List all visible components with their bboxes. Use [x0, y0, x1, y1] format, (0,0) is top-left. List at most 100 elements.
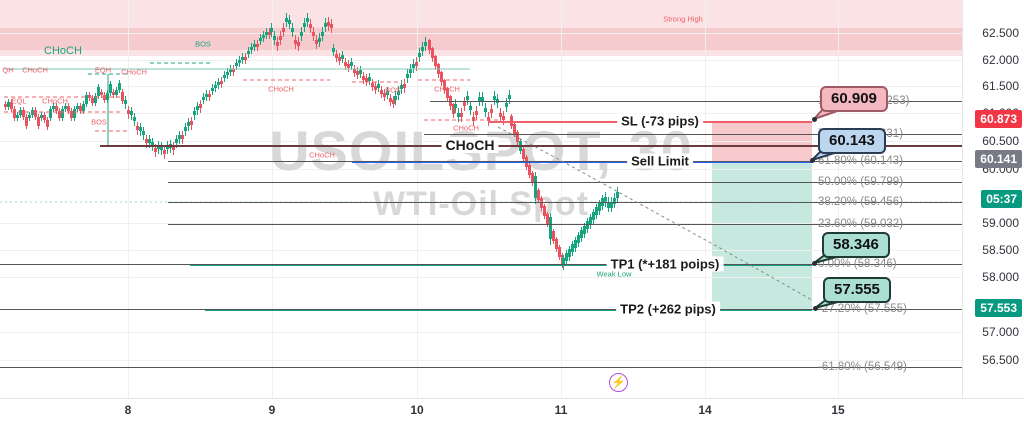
candle-body[interactable] — [64, 106, 67, 109]
candle-body[interactable] — [487, 116, 490, 121]
candle-body[interactable] — [347, 64, 350, 68]
candle-body[interactable] — [214, 84, 217, 88]
candle-body[interactable] — [493, 95, 496, 100]
candle-body[interactable] — [43, 115, 46, 120]
candle-body[interactable] — [232, 69, 235, 72]
candle-body[interactable] — [309, 24, 312, 29]
candle-body[interactable] — [154, 147, 157, 152]
candle-body[interactable] — [443, 80, 446, 90]
candle-body[interactable] — [91, 98, 94, 103]
candle-body[interactable] — [282, 27, 285, 32]
candle-body[interactable] — [73, 109, 76, 118]
candle-body[interactable] — [121, 92, 124, 101]
candle-body[interactable] — [223, 75, 226, 79]
candle-body[interactable] — [452, 104, 455, 114]
candle-body[interactable] — [306, 18, 309, 23]
candle-body[interactable] — [406, 74, 409, 79]
candle-body[interactable] — [184, 127, 187, 132]
candle-body[interactable] — [136, 126, 139, 131]
price-axis[interactable]: 62.50062.00061.50061.00060.50060.00059.0… — [962, 0, 1024, 398]
candle-body[interactable] — [421, 47, 424, 52]
candle-body[interactable] — [312, 32, 315, 37]
candle-body[interactable] — [70, 111, 73, 118]
candle-body[interactable] — [178, 135, 181, 140]
candle-body[interactable] — [46, 120, 49, 127]
candle-body[interactable] — [481, 97, 484, 102]
price-badge-bid[interactable]: 60.141 — [975, 150, 1022, 168]
candle-body[interactable] — [145, 139, 148, 144]
alert-bolt-icon[interactable]: ⚡ — [609, 373, 628, 392]
candle-body[interactable] — [332, 48, 335, 52]
candle-body[interactable] — [397, 90, 400, 95]
candle-body[interactable] — [241, 56, 244, 60]
candle-body[interactable] — [484, 107, 487, 112]
candle-body[interactable] — [371, 83, 374, 88]
candle-body[interactable] — [377, 84, 380, 88]
candle-body[interactable] — [196, 105, 199, 110]
candle-body[interactable] — [431, 48, 434, 58]
candle-body[interactable] — [52, 106, 55, 109]
candle-body[interactable] — [415, 62, 418, 67]
candle-body[interactable] — [193, 111, 196, 116]
candle-body[interactable] — [220, 81, 223, 85]
candle-body[interactable] — [490, 108, 493, 113]
candle-body[interactable] — [341, 55, 344, 60]
candle-body[interactable] — [412, 63, 415, 68]
candle-body[interactable] — [291, 28, 294, 33]
candle-body[interactable] — [356, 71, 359, 76]
candle-body[interactable] — [434, 56, 437, 66]
candle-body[interactable] — [10, 102, 13, 109]
candle-body[interactable] — [303, 23, 306, 28]
candle-body[interactable] — [496, 98, 499, 103]
candle-body[interactable] — [499, 113, 502, 118]
candle-body[interactable] — [247, 50, 250, 54]
candle-body[interactable] — [454, 104, 457, 108]
candle-body[interactable] — [199, 104, 202, 108]
candle-body[interactable] — [469, 105, 472, 110]
candle-body[interactable] — [288, 20, 291, 25]
candle-body[interactable] — [127, 109, 130, 114]
level-label-tp2[interactable]: TP2 (+262 pips) — [616, 301, 720, 317]
candle-body[interactable] — [55, 106, 58, 111]
candle-body[interactable] — [211, 87, 214, 91]
candle-body[interactable] — [172, 145, 175, 150]
candle-body[interactable] — [475, 110, 478, 115]
candle-body[interactable] — [67, 106, 70, 111]
candle-body[interactable] — [4, 104, 7, 107]
candle-body[interactable] — [250, 47, 253, 51]
level-label-choch-big[interactable]: CHoCH — [441, 137, 499, 153]
candle-body[interactable] — [324, 23, 327, 28]
candle-body[interactable] — [285, 18, 288, 23]
candle-body[interactable] — [403, 83, 406, 88]
candle-body[interactable] — [187, 122, 190, 127]
candle-body[interactable] — [109, 84, 112, 93]
candle-body[interactable] — [163, 149, 166, 154]
candle-body[interactable] — [229, 69, 232, 73]
candle-body[interactable] — [374, 85, 377, 90]
candle-body[interactable] — [315, 40, 318, 45]
candle-body[interactable] — [505, 103, 508, 108]
candle-body[interactable] — [190, 120, 193, 125]
candle-body[interactable] — [350, 62, 353, 67]
candle-body[interactable] — [418, 52, 421, 57]
candle-body[interactable] — [28, 115, 31, 118]
candle-body[interactable] — [472, 116, 475, 121]
candle-body[interactable] — [160, 145, 163, 150]
candle-body[interactable] — [327, 22, 330, 27]
candle-body[interactable] — [208, 93, 211, 97]
price-badge-countdown[interactable]: 05:37 — [981, 190, 1022, 208]
candle-body[interactable] — [508, 95, 511, 100]
level-label-sl[interactable]: SL (-73 pips) — [617, 113, 703, 129]
entry-callout[interactable]: 60.143 — [818, 128, 886, 155]
candle-body[interactable] — [61, 109, 64, 118]
candle-body[interactable] — [82, 104, 85, 111]
candle-body[interactable] — [394, 96, 397, 100]
candle-body[interactable] — [151, 141, 154, 146]
candle-body[interactable] — [49, 109, 52, 118]
candle-body[interactable] — [142, 131, 145, 136]
candle-body[interactable] — [424, 42, 427, 46]
candle-body[interactable] — [139, 127, 142, 132]
candle-body[interactable] — [97, 87, 100, 96]
candle-body[interactable] — [463, 101, 466, 106]
